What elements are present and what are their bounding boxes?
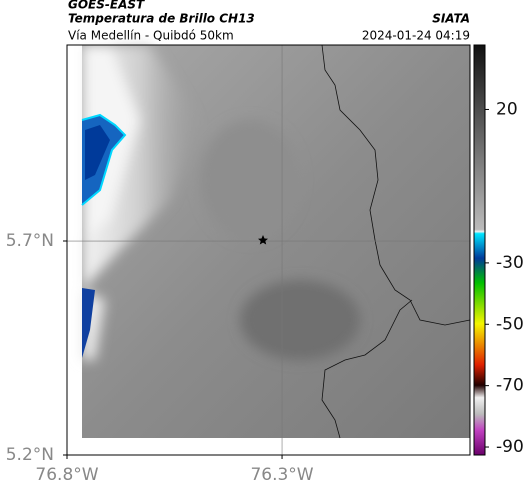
colorbar [473, 44, 486, 456]
header: GOES-EAST Temperatura de Brillo CH13 Vía… [68, 0, 470, 43]
colorbar-tick-label: 20 [496, 99, 518, 119]
axis-labels: 5.7°N 5.2°N76.8°W 76.3°W 20 -30 -50 -70 -90 [6, 99, 524, 485]
lon-tick-label: 76.8°W [35, 465, 98, 485]
datetime: 2024-01-24 04:19 [362, 29, 470, 43]
source: GOES-EAST [68, 0, 145, 12]
city-marker [258, 235, 268, 245]
colorbar-tick-label: -30 [496, 253, 524, 273]
borders [321, 44, 471, 439]
colorbar-tick-label: -50 [496, 314, 524, 334]
lat-tick-label: 5.2°N [6, 445, 54, 465]
colorbar-tick-label: -70 [496, 376, 524, 396]
colorbar-tick-label: -90 [496, 437, 524, 457]
map-frame [66, 44, 471, 456]
satellite-image [81, 45, 470, 438]
lon-tick-label: 76.3°W [250, 465, 313, 485]
lat-tick-label: 5.7°N [6, 231, 54, 251]
org: SIATA [432, 12, 470, 26]
title: Temperatura de Brillo CH13 [68, 12, 255, 26]
subtitle: Vía Medellín - Quibdó 50km [68, 29, 234, 43]
